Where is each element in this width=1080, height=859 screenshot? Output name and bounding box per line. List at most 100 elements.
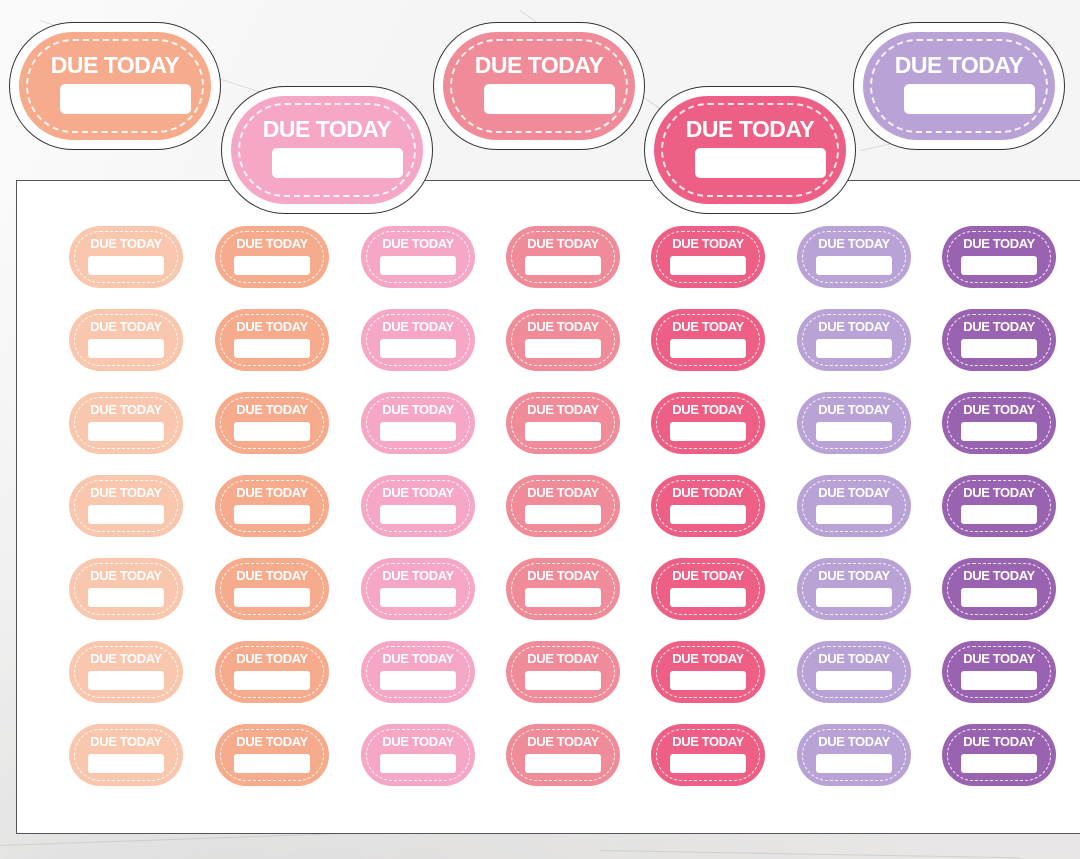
small-sticker-write-box: [88, 754, 164, 773]
small-sticker: DUE TODAY: [215, 226, 329, 288]
small-sticker: DUE TODAY: [361, 641, 475, 703]
small-sticker-label: DUE TODAY: [818, 485, 890, 500]
small-sticker-write-box: [525, 588, 601, 607]
small-sticker: DUE TODAY: [942, 226, 1056, 288]
small-sticker-label: DUE TODAY: [672, 485, 744, 500]
large-sticker-write-box: [695, 148, 826, 178]
small-sticker-label: DUE TODAY: [818, 734, 890, 749]
small-sticker-label: DUE TODAY: [527, 568, 599, 583]
small-sticker-label: DUE TODAY: [963, 402, 1035, 417]
small-sticker-write-box: [816, 422, 892, 441]
small-sticker-label: DUE TODAY: [236, 402, 308, 417]
small-sticker-write-box: [88, 339, 164, 358]
small-sticker-write-box: [380, 422, 456, 441]
small-sticker: DUE TODAY: [506, 226, 620, 288]
small-sticker: DUE TODAY: [797, 392, 911, 454]
small-sticker-label: DUE TODAY: [90, 485, 162, 500]
small-sticker-label: DUE TODAY: [672, 734, 744, 749]
small-sticker: DUE TODAY: [651, 641, 765, 703]
small-sticker-write-box: [380, 588, 456, 607]
small-sticker: DUE TODAY: [942, 641, 1056, 703]
small-sticker: DUE TODAY: [506, 392, 620, 454]
small-sticker-write-box: [234, 588, 310, 607]
large-sticker: DUE TODAY: [853, 22, 1065, 150]
small-sticker: DUE TODAY: [215, 392, 329, 454]
small-sticker-write-box: [816, 754, 892, 773]
small-sticker-label: DUE TODAY: [818, 402, 890, 417]
small-sticker-write-box: [816, 505, 892, 524]
small-sticker-write-box: [234, 671, 310, 690]
small-sticker: DUE TODAY: [942, 392, 1056, 454]
small-sticker-label: DUE TODAY: [382, 402, 454, 417]
small-sticker: DUE TODAY: [651, 226, 765, 288]
small-sticker: DUE TODAY: [651, 309, 765, 371]
small-sticker-write-box: [525, 422, 601, 441]
small-sticker-write-box: [961, 671, 1037, 690]
small-sticker-write-box: [961, 256, 1037, 275]
small-sticker-write-box: [234, 754, 310, 773]
small-sticker: DUE TODAY: [506, 558, 620, 620]
large-sticker-label: DUE TODAY: [262, 116, 392, 142]
small-sticker: DUE TODAY: [506, 724, 620, 786]
large-sticker-write-box: [60, 84, 191, 114]
small-sticker-label: DUE TODAY: [963, 485, 1035, 500]
small-sticker-write-box: [816, 339, 892, 358]
small-sticker: DUE TODAY: [942, 475, 1056, 537]
small-sticker-write-box: [670, 671, 746, 690]
large-sticker: DUE TODAY: [9, 22, 221, 150]
small-sticker-label: DUE TODAY: [527, 651, 599, 666]
small-sticker-label: DUE TODAY: [963, 651, 1035, 666]
small-sticker-label: DUE TODAY: [382, 485, 454, 500]
small-sticker-label: DUE TODAY: [527, 319, 599, 334]
small-sticker-label: DUE TODAY: [382, 651, 454, 666]
large-sticker-body: DUE TODAY: [654, 96, 846, 204]
small-sticker-write-box: [380, 256, 456, 275]
small-sticker-label: DUE TODAY: [527, 402, 599, 417]
small-sticker: DUE TODAY: [215, 724, 329, 786]
small-sticker-write-box: [670, 754, 746, 773]
small-sticker-label: DUE TODAY: [382, 734, 454, 749]
large-sticker-label: DUE TODAY: [685, 116, 815, 142]
large-sticker: DUE TODAY: [433, 22, 645, 150]
small-sticker-label: DUE TODAY: [382, 568, 454, 583]
large-sticker-body: DUE TODAY: [19, 32, 211, 140]
small-sticker-label: DUE TODAY: [963, 236, 1035, 251]
small-sticker-label: DUE TODAY: [527, 236, 599, 251]
small-sticker: DUE TODAY: [361, 392, 475, 454]
small-sticker-write-box: [234, 256, 310, 275]
small-sticker: DUE TODAY: [361, 226, 475, 288]
small-sticker-label: DUE TODAY: [236, 734, 308, 749]
small-sticker-write-box: [380, 754, 456, 773]
small-sticker-label: DUE TODAY: [527, 734, 599, 749]
small-sticker-write-box: [525, 339, 601, 358]
small-sticker: DUE TODAY: [69, 226, 183, 288]
small-sticker-write-box: [525, 671, 601, 690]
small-sticker-label: DUE TODAY: [90, 651, 162, 666]
small-sticker-write-box: [88, 505, 164, 524]
small-sticker-write-box: [380, 339, 456, 358]
small-sticker-write-box: [88, 422, 164, 441]
small-sticker-label: DUE TODAY: [236, 568, 308, 583]
small-sticker: DUE TODAY: [215, 309, 329, 371]
small-sticker-label: DUE TODAY: [382, 236, 454, 251]
small-sticker: DUE TODAY: [651, 724, 765, 786]
small-sticker-label: DUE TODAY: [672, 568, 744, 583]
small-sticker: DUE TODAY: [69, 475, 183, 537]
small-sticker: DUE TODAY: [69, 392, 183, 454]
small-sticker-label: DUE TODAY: [963, 319, 1035, 334]
small-sticker-label: DUE TODAY: [963, 734, 1035, 749]
small-sticker: DUE TODAY: [651, 558, 765, 620]
small-sticker-label: DUE TODAY: [672, 651, 744, 666]
small-sticker-write-box: [670, 422, 746, 441]
small-sticker-write-box: [961, 754, 1037, 773]
small-sticker-label: DUE TODAY: [90, 402, 162, 417]
small-sticker-write-box: [670, 256, 746, 275]
small-sticker-label: DUE TODAY: [382, 319, 454, 334]
small-sticker-label: DUE TODAY: [672, 319, 744, 334]
large-sticker-label: DUE TODAY: [50, 52, 180, 78]
small-sticker: DUE TODAY: [506, 475, 620, 537]
large-sticker-body: DUE TODAY: [443, 32, 635, 140]
small-sticker-label: DUE TODAY: [672, 236, 744, 251]
small-sticker-label: DUE TODAY: [90, 568, 162, 583]
small-sticker-write-box: [380, 505, 456, 524]
